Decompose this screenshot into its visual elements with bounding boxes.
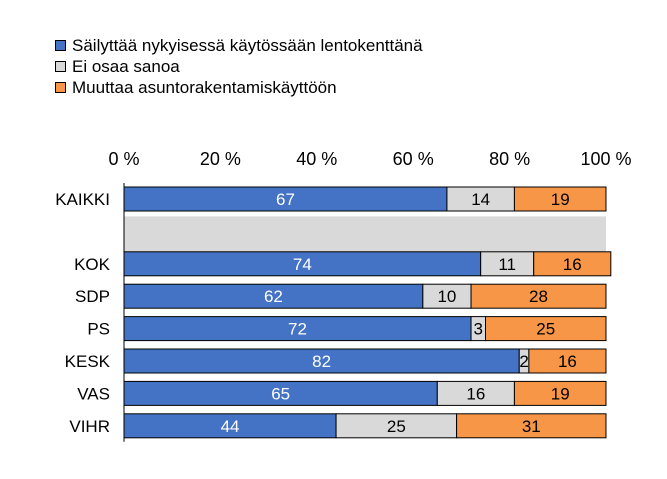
bar-segment [470,283,607,309]
data-label: 72 [288,320,307,339]
bar-segment [485,316,607,342]
data-label: 44 [221,417,240,436]
bar-segment [446,186,515,212]
data-label: 67 [276,190,295,209]
category-label: SDP [75,287,110,306]
data-label: 25 [536,320,555,339]
legend: Säilyttää nykyisessä käytössään lentoken… [55,35,423,98]
data-label: 74 [293,255,312,274]
legend-item: Muuttaa asuntorakentamiskäyttöön [55,77,423,98]
data-label: 11 [498,255,516,274]
legend-swatch [55,61,66,72]
x-tick-label: 60 % [393,149,434,169]
category-label: VAS [77,384,110,403]
data-label: 10 [437,287,456,306]
legend-item: Ei osaa sanoa [55,56,423,77]
data-label: 62 [264,287,283,306]
bar-segment [123,283,424,309]
category-label: PS [87,320,110,339]
data-label: 3 [474,320,483,339]
x-tick-label: 0 % [108,149,139,169]
x-tick-label: 40 % [296,149,337,169]
separator-band [124,216,606,255]
legend-item: Säilyttää nykyisessä käytössään lentoken… [55,35,423,56]
bar-segment [436,380,515,406]
data-label: 2 [519,352,528,371]
x-tick-label: 80 % [489,149,530,169]
bar-segment [513,186,607,212]
data-label: 19 [551,190,570,209]
x-tick-label: 100 % [580,149,631,169]
bar-segment [513,380,607,406]
data-label: 28 [529,287,548,306]
category-label: KESK [65,352,111,371]
data-label: 65 [271,384,290,403]
bar-segment [456,413,607,439]
legend-label: Muuttaa asuntorakentamiskäyttöön [72,77,337,97]
data-label: 25 [387,417,406,436]
bar-segment [422,283,472,309]
legend-swatch [55,82,66,93]
data-label: 31 [522,417,541,436]
data-label: 16 [558,352,577,371]
category-label: KOK [74,255,111,274]
legend-label: Säilyttää nykyisessä käytössään lentoken… [72,35,423,55]
data-label: 14 [471,190,490,209]
data-label: 19 [551,384,570,403]
data-label: 82 [312,352,331,371]
data-label: 16 [563,255,582,274]
legend-swatch [55,40,66,51]
bar-segment [533,251,612,277]
bar-segment [528,348,607,374]
data-label: 16 [466,384,485,403]
bar-segment [480,251,535,277]
category-label: VIHR [69,417,110,436]
legend-label: Ei osaa sanoa [72,56,180,76]
x-tick-label: 20 % [200,149,241,169]
category-label: KAIKKI [55,190,110,209]
